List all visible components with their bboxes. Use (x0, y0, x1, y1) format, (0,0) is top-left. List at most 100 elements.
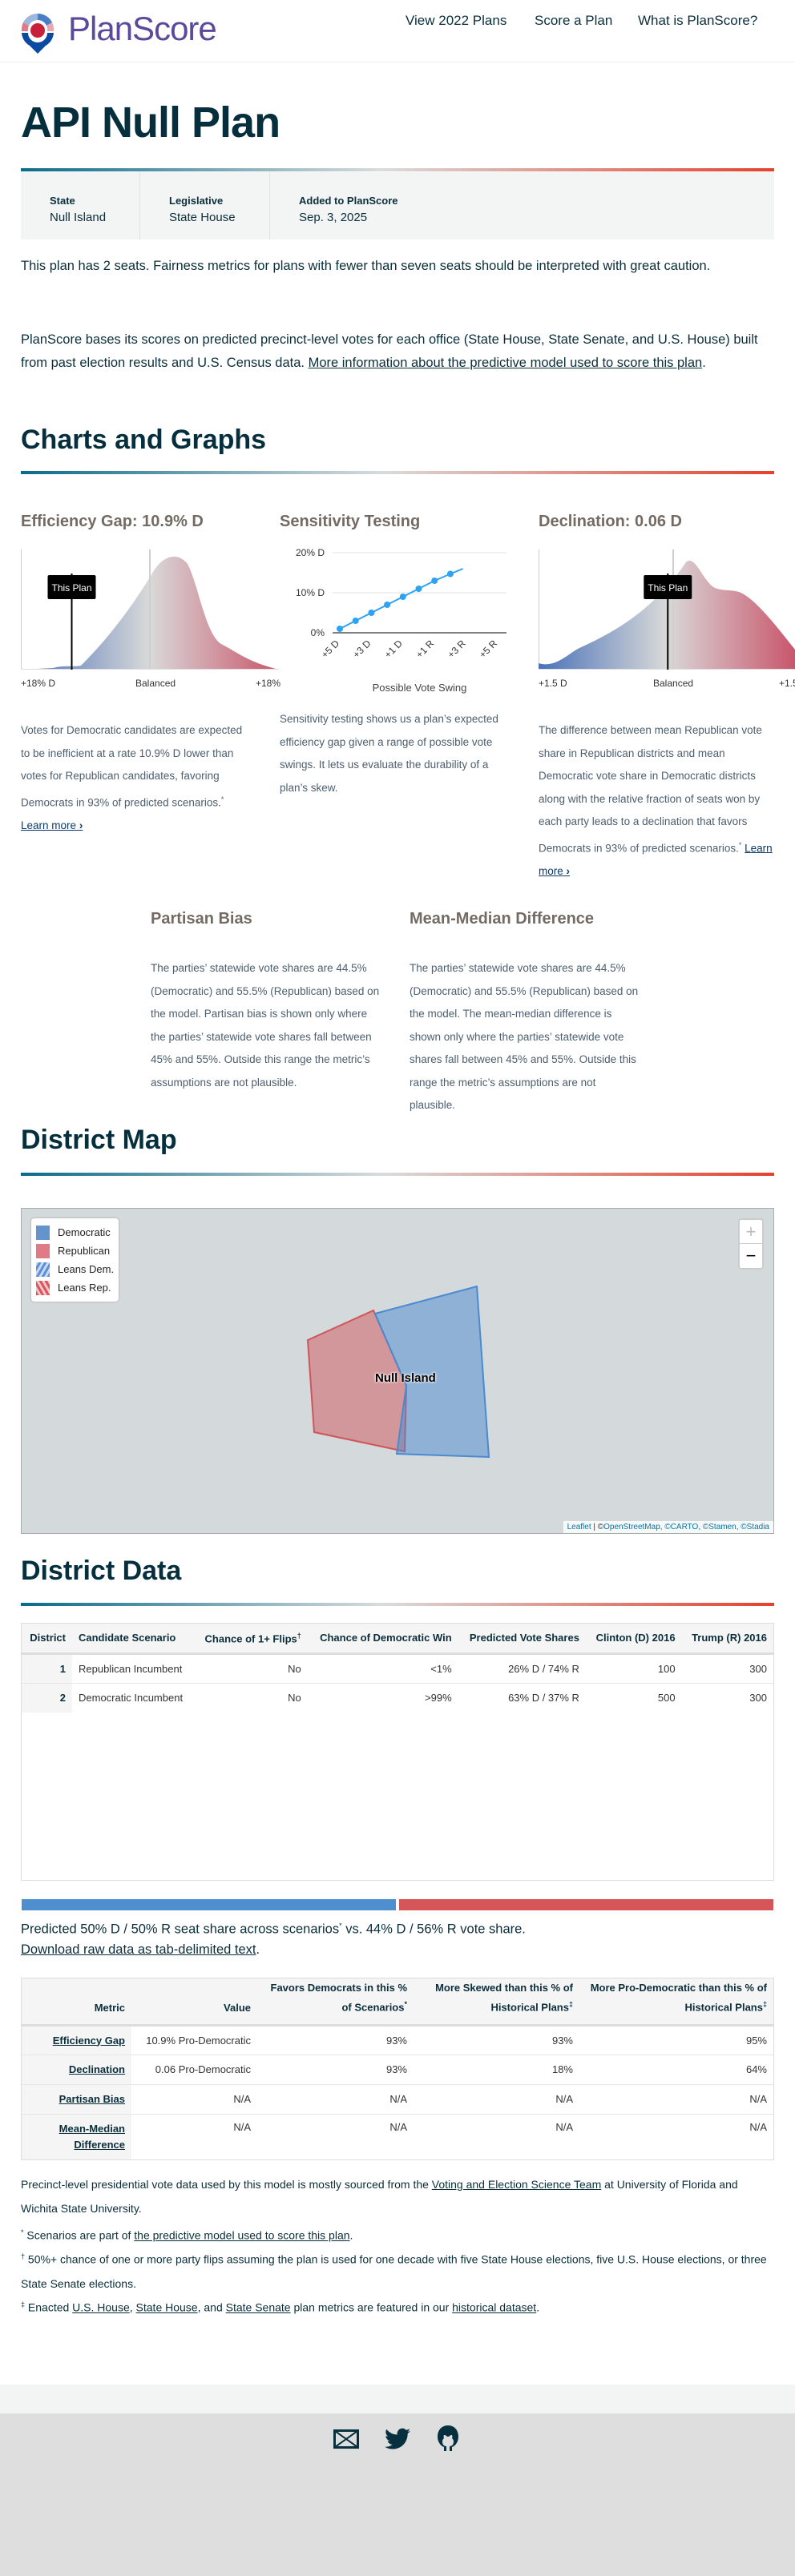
historical-dataset-link[interactable]: historical dataset (452, 2300, 537, 2314)
zoom-out-button[interactable]: − (745, 1246, 757, 1266)
cell-value: 0.06 Pro-Democratic (131, 2055, 257, 2085)
cell-value: N/A (257, 2084, 414, 2115)
this-plan-label: This Plan (648, 582, 688, 594)
cell-scenario: Republican Incumbent (72, 1653, 194, 1684)
cell-vote-shares: 63% D / 37% R (508, 1692, 579, 1705)
predictive-model-link[interactable]: More information about the predictive mo… (308, 356, 703, 370)
legend-label: Republican (58, 1245, 111, 1257)
footnote-mark: † (21, 2252, 26, 2260)
col-trump: Trump (R) 2016 (681, 1624, 773, 1655)
eg-learn-more-link[interactable]: Learn more › (21, 819, 83, 831)
historical-note: ‡ Enacted U.S. House, State House, and S… (21, 2292, 774, 2320)
logo-text[interactable]: PlanScore (68, 10, 217, 47)
cell-value: 10.9% Pro-Democratic (131, 2025, 257, 2055)
dec-learn-more-link[interactable]: Learn more › (539, 842, 773, 877)
col-metric: Metric (22, 1978, 131, 2027)
cell-trump: 300 (749, 1692, 767, 1705)
nav-what-is-planscore[interactable]: What is PlanScore? (638, 13, 758, 28)
cell-value: N/A (555, 2120, 573, 2133)
note-text: Scenarios are part of (23, 2228, 135, 2242)
density-area (539, 560, 795, 670)
partisan-bias-link[interactable]: Partisan Bias (59, 2093, 125, 2105)
col-flips: Chance of 1+ Flips† (193, 1624, 308, 1655)
planscore-logo-icon[interactable] (20, 12, 55, 54)
github-icon[interactable] (436, 2425, 460, 2452)
map-legend: Democratic Republican Leans Dem. Leans R… (31, 1218, 119, 1302)
predictive-model-link-2[interactable]: the predictive model used to score this … (134, 2228, 350, 2242)
vest-link[interactable]: Voting and Election Science Team (431, 2178, 602, 2191)
info-value: Sep. 3, 2025 (299, 211, 368, 224)
page-title: API Null Plan (21, 99, 280, 147)
efficiency-gap-chart: This Plan (21, 549, 279, 670)
cell-district: 2 (22, 1683, 72, 1713)
district-map[interactable]: Null Island Democratic Republican Leans … (21, 1208, 774, 1534)
info-label: State (50, 195, 75, 207)
sensitivity-point (368, 610, 375, 616)
sensitivity-chart: 20% D 10% D 0%+5 D +3 D +1 D +1 R +3 R +5 R Poss… (296, 547, 506, 694)
col-clinton: Clinton (D) 2016 (585, 1624, 682, 1655)
scenarios-note: * Scenarios are part of the predictive m… (21, 2220, 774, 2248)
email-icon[interactable] (333, 2429, 359, 2449)
cell-metric: Declination (22, 2055, 131, 2085)
legend-swatch (36, 1280, 50, 1295)
legend-label: Leans Dem. (58, 1263, 115, 1275)
legend-leans-dem: Leans Dem. (36, 1260, 114, 1278)
col-district: District (22, 1624, 72, 1655)
chevron-right-icon: › (566, 864, 571, 877)
nav-view-2022-plans[interactable]: View 2022 Plans (406, 13, 507, 28)
legend-leans-rep: Leans Rep. (36, 1278, 114, 1297)
cell-flips: No (288, 1692, 301, 1705)
note-text: Precinct-level presidential vote data us… (21, 2178, 432, 2191)
note-text: , and (197, 2300, 226, 2314)
y-tick-label: 20% D (296, 547, 325, 558)
district-2-shape[interactable] (373, 1285, 490, 1459)
cell-value: N/A (414, 2084, 579, 2115)
period: . (256, 1942, 260, 1957)
cell-value: 93% (257, 2055, 414, 2085)
col-more-pro-dem: More Pro-Democratic than this % of Histo… (579, 1978, 773, 2027)
efficiency-gap-desc: Votes for Democratic candidates are expe… (21, 719, 253, 837)
cell-value: 18% (414, 2055, 579, 2085)
cell-clinton: 500 (657, 1692, 676, 1705)
cell-value: N/A (579, 2084, 773, 2115)
seat-share-text: Predicted 50% D / 50% R seat share acros… (21, 1914, 774, 1942)
nav-score-a-plan[interactable]: Score a Plan (535, 13, 613, 28)
y-tick-label: 10% D (296, 587, 325, 598)
col-dem-win: Chance of Democratic Win (307, 1624, 458, 1655)
state-house-link[interactable]: State House (135, 2300, 198, 2314)
table-row: Declination 0.06 Pro-Democratic 93% 18% 64% (22, 2055, 773, 2085)
eg-axis-center: Balanced (135, 678, 176, 689)
zoom-in-button[interactable]: + (740, 1220, 762, 1244)
us-house-link[interactable]: U.S. House (72, 2300, 130, 2314)
dec-axis-left: +1.5 D (539, 678, 567, 689)
mean-median-link[interactable]: Mean-Median Difference (59, 2122, 125, 2151)
osm-link[interactable]: OpenStreetMap (603, 1523, 660, 1532)
col-candidate-scenario: Candidate Scenario (72, 1624, 194, 1655)
footnote-mark: * (339, 1922, 342, 1930)
footnote-mark: ‡ (21, 2300, 26, 2308)
note-text: plan metrics are featured in our (290, 2300, 453, 2314)
attr-rest: , ©CARTO, ©Stamen, ©Stadia (660, 1523, 769, 1532)
footnote-mark: ‡ (568, 2000, 573, 2009)
cell-metric: Partisan Bias (22, 2084, 131, 2115)
x-tick-label: +1 D (382, 638, 405, 660)
declination-link[interactable]: Declination (68, 2063, 125, 2075)
intro-text: PlanScore bases its scores on predicted … (21, 332, 758, 370)
footnote-mark: * (738, 840, 742, 849)
twitter-icon[interactable] (385, 2428, 410, 2450)
footnote-mark: * (404, 2000, 407, 2009)
leaflet-link[interactable]: Leaflet (567, 1523, 591, 1532)
legend-label: Leans Rep. (58, 1282, 111, 1294)
footer (0, 2413, 795, 2576)
info-label: Legislative (169, 195, 224, 207)
download-raw-data-link[interactable]: Download raw data as tab-delimited text (21, 1942, 256, 1957)
note-text: . (536, 2300, 540, 2314)
table-header-row: District Candidate Scenario Chance of 1+… (22, 1624, 773, 1655)
state-senate-link[interactable]: State Senate (225, 2300, 291, 2314)
district-shapes (306, 1285, 490, 1459)
cell-clinton: 100 (585, 1653, 682, 1684)
flips-note: † 50%+ chance of one or more party flips… (21, 2244, 774, 2296)
declination-title: Declination: 0.06 D (539, 513, 682, 530)
efficiency-gap-link[interactable]: Efficiency Gap (52, 2034, 125, 2047)
note-text: 50%+ chance of one or more party flips a… (21, 2252, 767, 2290)
